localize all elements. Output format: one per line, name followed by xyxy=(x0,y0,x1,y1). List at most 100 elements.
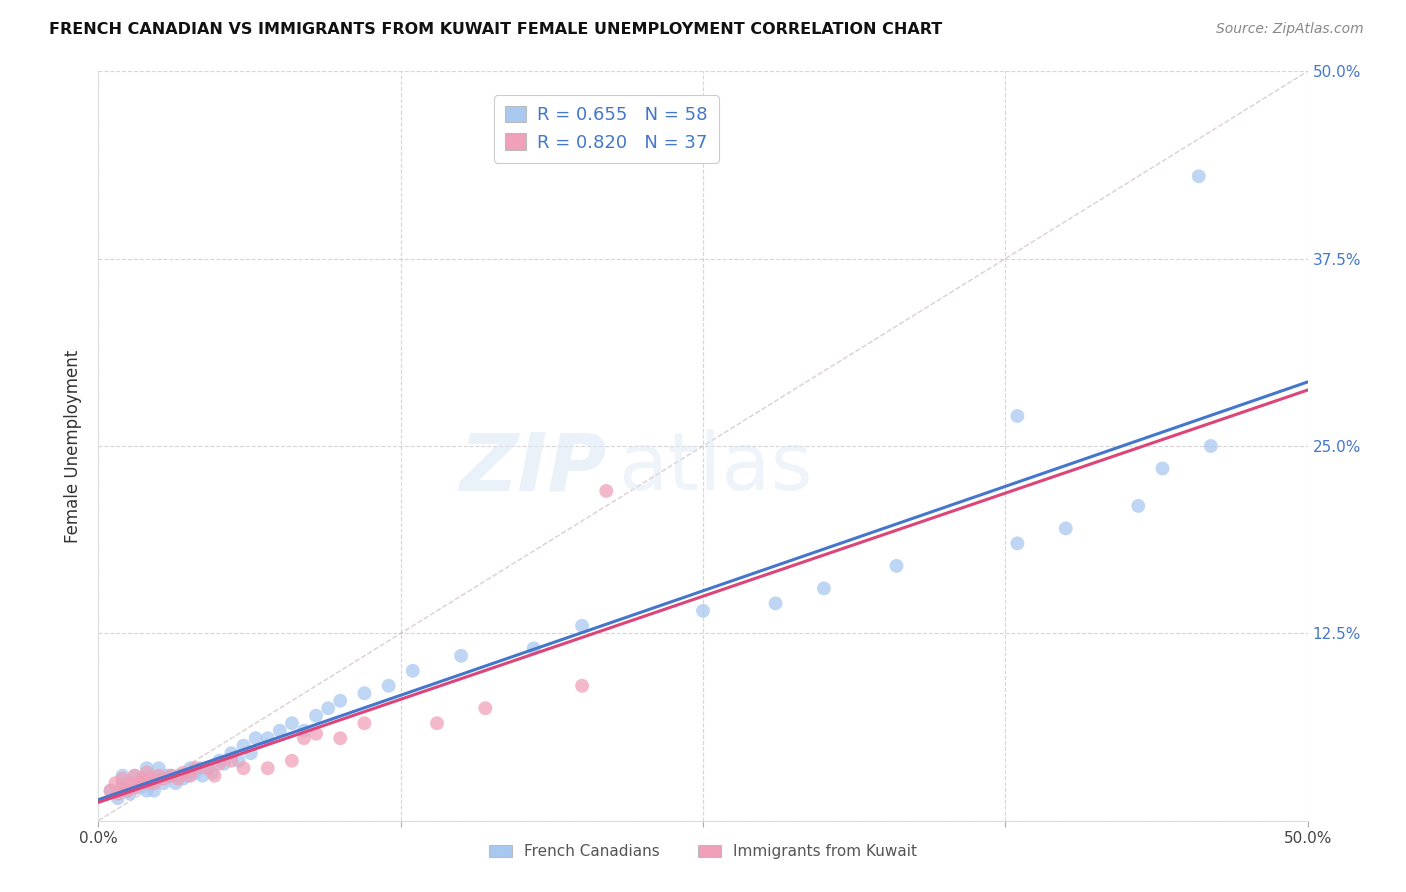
Point xyxy=(117,783,139,797)
Point xyxy=(124,769,146,783)
Point xyxy=(232,739,254,753)
Point xyxy=(160,769,183,783)
Point xyxy=(450,648,472,663)
Point xyxy=(191,769,214,783)
Point xyxy=(100,783,122,797)
Point xyxy=(316,701,339,715)
Point xyxy=(104,776,127,790)
Point xyxy=(269,723,291,738)
Point xyxy=(523,641,546,656)
Point xyxy=(765,596,787,610)
Point xyxy=(135,765,157,780)
Point xyxy=(141,776,163,790)
Point xyxy=(195,761,218,775)
Point xyxy=(208,754,231,768)
Point xyxy=(165,776,187,790)
Point xyxy=(141,772,163,786)
Point xyxy=(221,754,243,768)
Point xyxy=(813,582,835,596)
Point xyxy=(128,780,150,795)
Point xyxy=(135,776,157,790)
Point xyxy=(195,761,218,775)
Point xyxy=(111,776,134,790)
Point xyxy=(117,783,139,797)
Point xyxy=(135,783,157,797)
Point xyxy=(111,780,134,795)
Point xyxy=(160,769,183,783)
Text: atlas: atlas xyxy=(619,429,813,508)
Text: Source: ZipAtlas.com: Source: ZipAtlas.com xyxy=(1216,22,1364,37)
Point xyxy=(179,769,201,783)
Point xyxy=(595,483,617,498)
Point xyxy=(167,772,190,786)
Point xyxy=(184,765,207,780)
Point xyxy=(571,679,593,693)
Point xyxy=(124,769,146,783)
Text: FRENCH CANADIAN VS IMMIGRANTS FROM KUWAIT FEMALE UNEMPLOYMENT CORRELATION CHART: FRENCH CANADIAN VS IMMIGRANTS FROM KUWAI… xyxy=(49,22,942,37)
Point xyxy=(148,769,170,783)
Point xyxy=(201,765,224,780)
Point xyxy=(152,776,174,790)
Point xyxy=(179,761,201,775)
Point xyxy=(886,558,908,573)
Point xyxy=(212,756,235,771)
Point xyxy=(184,761,207,775)
Point xyxy=(292,723,315,738)
Point xyxy=(474,701,496,715)
Y-axis label: Female Unemployment: Female Unemployment xyxy=(65,350,83,542)
Point xyxy=(426,716,449,731)
Point xyxy=(188,761,211,775)
Point xyxy=(141,769,163,783)
Point xyxy=(329,694,352,708)
Point xyxy=(155,769,177,783)
Point xyxy=(131,772,153,786)
Point xyxy=(1128,499,1150,513)
Point xyxy=(152,772,174,786)
Point xyxy=(118,787,141,801)
Point xyxy=(111,772,134,786)
Point xyxy=(1188,169,1211,184)
Point xyxy=(143,776,166,790)
Point xyxy=(256,731,278,746)
Point xyxy=(305,708,328,723)
Point xyxy=(281,754,304,768)
Point xyxy=(204,769,226,783)
Point xyxy=(118,776,141,790)
Point xyxy=(1054,521,1077,535)
Point xyxy=(1152,461,1174,475)
Point xyxy=(232,761,254,775)
Point xyxy=(100,783,122,797)
Point xyxy=(128,776,150,790)
Point xyxy=(292,731,315,746)
Point xyxy=(353,716,375,731)
Point xyxy=(124,776,146,790)
Point xyxy=(239,746,262,760)
Point xyxy=(1007,536,1029,550)
Point xyxy=(172,772,194,786)
Point xyxy=(148,772,170,786)
Legend: French Canadians, Immigrants from Kuwait: French Canadians, Immigrants from Kuwait xyxy=(482,838,924,865)
Point xyxy=(131,772,153,786)
Point xyxy=(377,679,399,693)
Text: ZIP: ZIP xyxy=(458,429,606,508)
Point xyxy=(172,765,194,780)
Point xyxy=(148,761,170,775)
Point xyxy=(107,791,129,805)
Point xyxy=(107,787,129,801)
Point xyxy=(228,754,250,768)
Point xyxy=(135,761,157,775)
Point xyxy=(177,769,200,783)
Point xyxy=(143,783,166,797)
Point xyxy=(256,761,278,775)
Point xyxy=(245,731,267,746)
Point xyxy=(124,780,146,795)
Point xyxy=(353,686,375,700)
Point xyxy=(221,746,243,760)
Point xyxy=(167,769,190,783)
Point xyxy=(692,604,714,618)
Point xyxy=(111,769,134,783)
Point xyxy=(208,756,231,771)
Point xyxy=(329,731,352,746)
Point xyxy=(1199,439,1222,453)
Point xyxy=(402,664,425,678)
